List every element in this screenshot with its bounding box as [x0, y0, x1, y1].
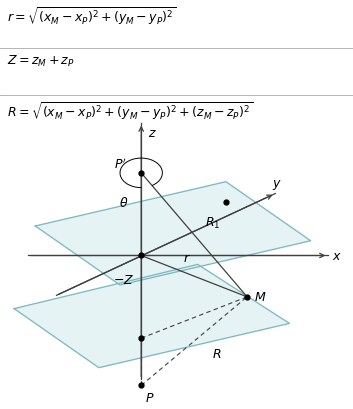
- Text: $r = \sqrt{(x_M - x_P)^2 + (y_M - y_P)^2}$: $r = \sqrt{(x_M - x_P)^2 + (y_M - y_P)^2…: [7, 6, 176, 28]
- Text: $x$: $x$: [332, 249, 342, 262]
- Text: $M$: $M$: [254, 291, 267, 303]
- Text: $R$: $R$: [212, 347, 221, 360]
- Text: $-Z$: $-Z$: [113, 273, 134, 286]
- Text: $P$: $P$: [145, 391, 154, 405]
- Text: $z$: $z$: [148, 126, 157, 139]
- Text: $\theta$: $\theta$: [119, 196, 128, 210]
- Polygon shape: [35, 182, 311, 285]
- Text: $R = \sqrt{(x_M - x_P)^2 + (y_M - y_P)^2 + (z_M - z_P)^2}$: $R = \sqrt{(x_M - x_P)^2 + (y_M - y_P)^2…: [7, 101, 253, 123]
- Text: $y$: $y$: [272, 177, 282, 191]
- Text: $R_1$: $R_1$: [205, 216, 220, 231]
- Text: $Z = z_M + z_P$: $Z = z_M + z_P$: [7, 54, 75, 69]
- Text: $P'$: $P'$: [114, 157, 127, 172]
- Polygon shape: [14, 265, 289, 368]
- Text: $r$: $r$: [183, 252, 191, 265]
